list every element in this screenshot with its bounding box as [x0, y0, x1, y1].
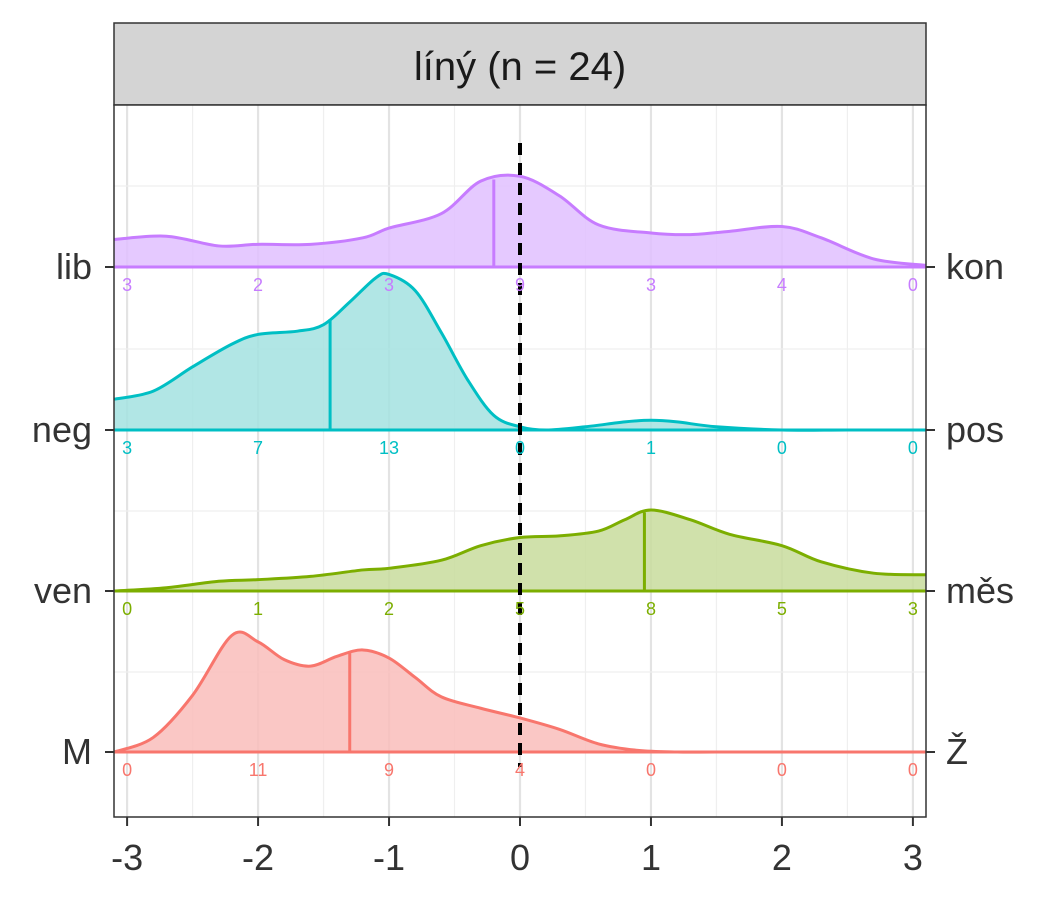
count-label: 0	[122, 599, 132, 619]
count-label: 2	[384, 599, 394, 619]
count-label: 9	[384, 760, 394, 780]
x-tick-label: 1	[641, 837, 661, 878]
y-label-left: M	[62, 731, 92, 772]
count-label: 0	[122, 760, 132, 780]
count-label: 0	[908, 275, 918, 295]
count-label: 3	[908, 599, 918, 619]
x-tick-label: -3	[111, 837, 143, 878]
count-label: 5	[515, 599, 525, 619]
count-label: 1	[253, 599, 263, 619]
count-label: 4	[515, 760, 525, 780]
x-tick-label: 3	[903, 837, 923, 878]
count-label: 3	[646, 275, 656, 295]
count-label-layer: 3 2 3 9 3 4 0 3 7 13 0 1 0 0 0 1 2 5 8 5 3 0 11 9 4 0 0 0	[122, 275, 918, 780]
count-label: 5	[777, 599, 787, 619]
count-label: 0	[908, 438, 918, 458]
density-line-neg	[113, 271, 926, 432]
count-label: 0	[646, 760, 656, 780]
density-area-neg	[114, 273, 926, 431]
y-label-right: Ž	[946, 731, 968, 772]
count-label: 3	[122, 438, 132, 458]
count-label: 13	[379, 438, 399, 458]
density-line-ven	[113, 508, 927, 593]
y-label-right: kon	[946, 246, 1004, 287]
count-label: 4	[777, 275, 787, 295]
count-label: 7	[253, 438, 263, 458]
count-label: 0	[777, 438, 787, 458]
count-label: 0	[515, 438, 525, 458]
x-tick-label: -2	[242, 837, 274, 878]
density-area-M	[114, 632, 926, 753]
count-label: 3	[122, 275, 132, 295]
count-label: 1	[646, 438, 656, 458]
x-tick-label: 2	[772, 837, 792, 878]
y-label-left: lib	[56, 246, 92, 287]
count-label: 8	[646, 599, 656, 619]
count-label: 0	[777, 760, 787, 780]
count-label: 9	[515, 275, 525, 295]
count-label: 2	[253, 275, 263, 295]
x-tick-label: 0	[510, 837, 530, 878]
axis-layer: -3 -2 -1 0 1 2 3 lib kon neg pos ven měs M Ž	[32, 246, 1014, 878]
y-label-right: měs	[946, 570, 1014, 611]
count-label: 3	[384, 275, 394, 295]
y-label-left: ven	[34, 570, 92, 611]
count-label: 0	[908, 760, 918, 780]
chart-title: líný (n = 24)	[414, 45, 626, 89]
x-tick-label: -1	[373, 837, 405, 878]
facet-strip	[113, 22, 927, 106]
count-label: 11	[249, 760, 268, 780]
density-line-lib	[113, 173, 927, 267]
y-label-right: pos	[946, 409, 1004, 450]
y-label-left: neg	[32, 409, 92, 450]
